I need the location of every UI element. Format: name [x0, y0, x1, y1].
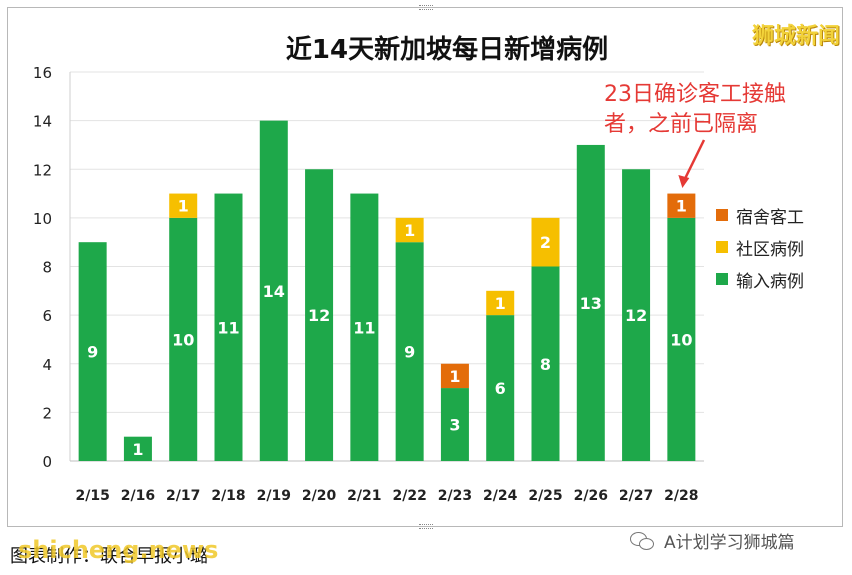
- bar-imported: [78, 242, 107, 461]
- resize-handle-bottom[interactable]: [419, 524, 433, 529]
- legend-label-dormitory: 宿舍客工: [736, 207, 804, 228]
- x-tick-label: 2/22: [392, 488, 426, 504]
- bar-data-label: 3: [449, 416, 460, 435]
- bar-community: [169, 193, 198, 218]
- annotation-arrow-line: [683, 139, 706, 181]
- bar-data-label: 1: [132, 440, 143, 459]
- bar-data-label: 11: [217, 318, 239, 337]
- bar-imported: [576, 144, 605, 461]
- x-tick-label: 2/18: [211, 488, 245, 504]
- legend-swatch-community: [716, 241, 728, 253]
- bar-imported: [169, 217, 198, 461]
- bar-imported: [440, 388, 469, 461]
- annotation-arrow-head: [678, 175, 690, 188]
- y-tick-label: 16: [33, 64, 52, 82]
- legend-swatch-imported: [716, 273, 728, 285]
- resize-handle-top[interactable]: [419, 5, 433, 10]
- bar-imported: [486, 315, 515, 461]
- bar-dormitory: [667, 193, 696, 218]
- legend-swatch-dormitory: [716, 209, 728, 221]
- x-tick-label: 2/25: [528, 488, 562, 504]
- bar-data-label: 13: [580, 294, 602, 313]
- x-tick-label: 2/23: [438, 488, 472, 504]
- watermark-text: shicheng.news: [18, 536, 219, 564]
- brand-logo-text: 狮城新闻: [751, 24, 840, 49]
- bar-imported: [531, 266, 560, 461]
- bar-data-label: 2: [540, 233, 551, 252]
- chart-credit: 图表制作：联合早报小璐: [10, 546, 208, 567]
- annotation-text: 23日确诊客工接触者，之前已隔离: [604, 82, 786, 137]
- x-tick-label: 2/26: [574, 488, 608, 504]
- y-tick-label: 6: [42, 307, 52, 325]
- bar-data-label: 6: [495, 379, 506, 398]
- bar-data-label: 12: [308, 306, 330, 325]
- bar-community: [531, 217, 560, 267]
- bar-data-label: 10: [670, 330, 692, 349]
- bar-data-label: 9: [87, 343, 98, 362]
- account-name: A计划学习狮城篇: [664, 533, 795, 553]
- x-tick-label: 2/27: [619, 488, 653, 504]
- bar-data-label: 1: [495, 294, 506, 313]
- y-tick-label: 12: [33, 161, 52, 179]
- chart-title: 近14天新加坡每日新增病例: [286, 34, 608, 65]
- bar-data-label: 8: [540, 355, 551, 374]
- bar-imported: [214, 193, 243, 461]
- x-tick-label: 2/15: [75, 488, 109, 504]
- wechat-icon: [630, 531, 656, 551]
- x-tick-label: 2/24: [483, 488, 518, 504]
- bar-imported: [622, 169, 651, 461]
- legend-item-community: 社区病例: [716, 231, 804, 263]
- legend-item-dormitory: 宿舍客工: [716, 199, 804, 231]
- bar-data-label: 11: [353, 318, 375, 337]
- x-tick-label: 2/17: [166, 488, 200, 504]
- bar-data-label: 1: [178, 197, 189, 216]
- bar-imported: [667, 217, 696, 461]
- y-tick-label: 2: [42, 404, 52, 422]
- stacked-bar-chart: 近14天新加坡每日新增病例024681012141692/1512/161012…: [33, 34, 706, 504]
- x-tick-label: 2/16: [121, 488, 155, 504]
- y-tick-label: 14: [33, 113, 52, 131]
- bar-data-label: 12: [625, 306, 647, 325]
- x-tick-label: 2/20: [302, 488, 337, 504]
- bar-data-label: 14: [263, 282, 285, 301]
- x-tick-label: 2/19: [257, 488, 291, 504]
- y-tick-label: 10: [33, 210, 52, 228]
- bar-dormitory: [440, 363, 469, 389]
- bar-community: [395, 217, 424, 243]
- bar-data-label: 1: [404, 221, 415, 240]
- legend: 宿舍客工 社区病例 输入病例: [716, 199, 804, 295]
- bar-imported: [350, 193, 379, 461]
- x-tick-label: 2/28: [664, 488, 698, 504]
- bar-data-label: 1: [676, 197, 687, 216]
- bar-data-label: 10: [172, 330, 194, 349]
- y-tick-label: 8: [42, 259, 52, 277]
- bar-imported: [259, 120, 288, 461]
- bar-community: [486, 290, 515, 316]
- bar-data-label: 1: [449, 367, 460, 386]
- bar-imported: [123, 436, 152, 461]
- bar-imported: [395, 242, 424, 461]
- x-tick-label: 2/21: [347, 488, 381, 504]
- legend-label-imported: 输入病例: [736, 271, 804, 292]
- y-tick-label: 0: [42, 453, 52, 471]
- bar-data-label: 9: [404, 343, 415, 362]
- y-tick-label: 4: [42, 356, 52, 374]
- bar-imported: [305, 169, 334, 461]
- legend-item-imported: 输入病例: [716, 263, 804, 295]
- account-credit: A计划学习狮城篇: [630, 528, 795, 553]
- legend-label-community: 社区病例: [736, 239, 804, 260]
